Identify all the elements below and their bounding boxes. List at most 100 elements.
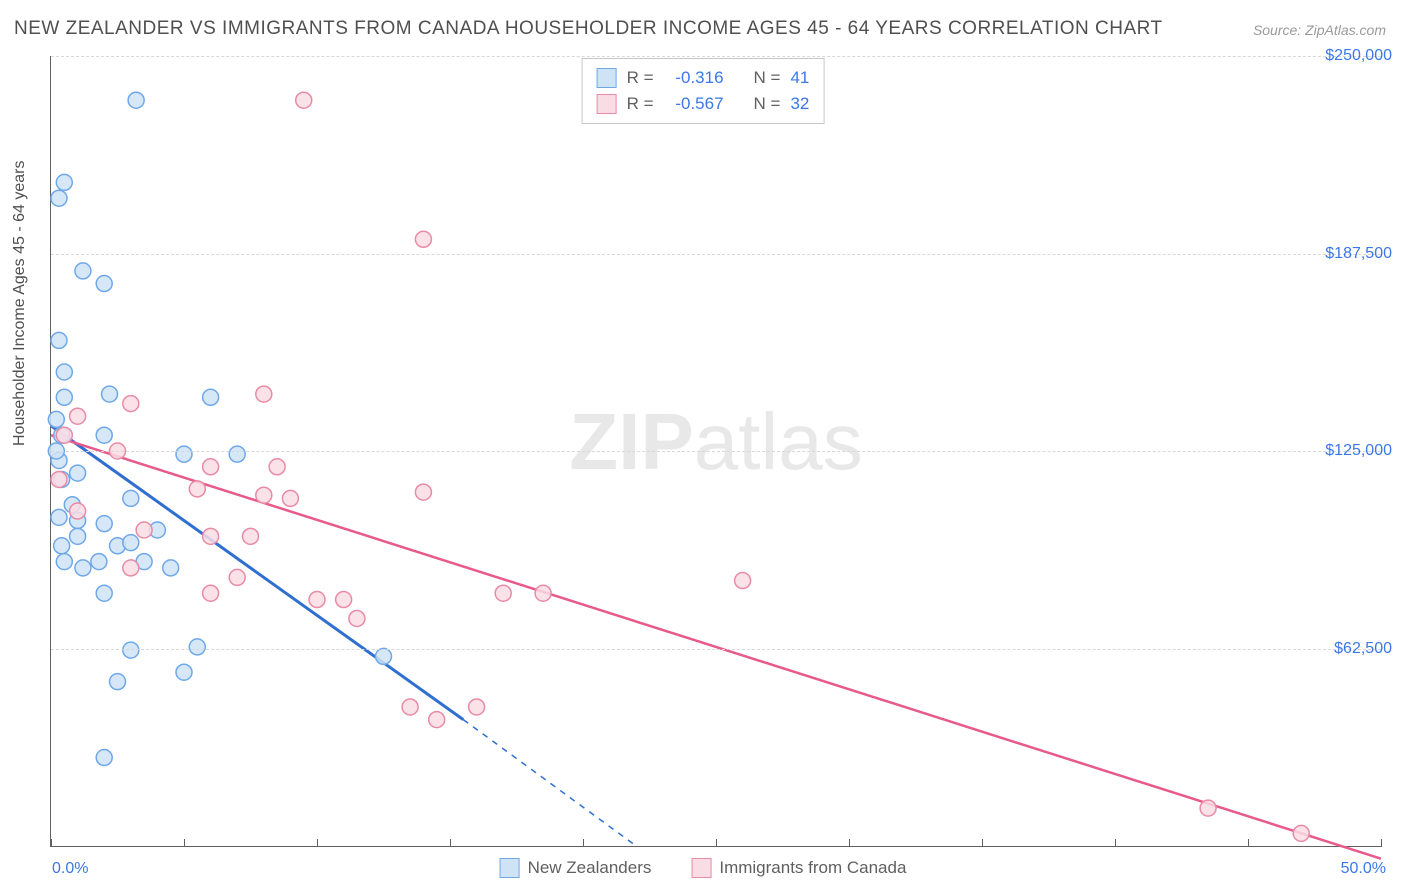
data-point-nz bbox=[102, 386, 118, 402]
data-point-nz bbox=[163, 560, 179, 576]
series-legend: New Zealanders Immigrants from Canada bbox=[500, 858, 907, 878]
data-point-nz bbox=[56, 174, 72, 190]
x-tick bbox=[1115, 839, 1116, 847]
data-point-nz bbox=[51, 332, 67, 348]
y-tick-label: $125,000 bbox=[1325, 442, 1392, 460]
data-point-nz bbox=[75, 560, 91, 576]
legend-item-nz: New Zealanders bbox=[500, 858, 652, 878]
data-point-nz bbox=[96, 750, 112, 766]
x-tick bbox=[716, 839, 717, 847]
data-point-ca bbox=[415, 231, 431, 247]
x-tick bbox=[184, 839, 185, 847]
legend-label: New Zealanders bbox=[528, 858, 652, 878]
swatch-ca bbox=[597, 94, 617, 114]
stat-r-label: R = bbox=[627, 65, 654, 91]
regression-line-ca bbox=[51, 435, 1381, 858]
data-point-ca bbox=[1293, 825, 1309, 841]
data-point-nz bbox=[51, 190, 67, 206]
data-point-nz bbox=[110, 674, 126, 690]
stat-r-value: -0.567 bbox=[664, 91, 724, 117]
gridline bbox=[51, 451, 1381, 452]
chart-title: NEW ZEALANDER VS IMMIGRANTS FROM CANADA … bbox=[14, 18, 1163, 40]
data-point-nz bbox=[376, 648, 392, 664]
source-label: Source: ZipAtlas.com bbox=[1253, 22, 1386, 38]
stat-r-label: R = bbox=[627, 91, 654, 117]
gridline bbox=[51, 649, 1381, 650]
data-point-nz bbox=[123, 642, 139, 658]
data-point-nz bbox=[123, 490, 139, 506]
data-point-ca bbox=[229, 569, 245, 585]
data-point-ca bbox=[402, 699, 418, 715]
stats-row-ca: R = -0.567 N = 32 bbox=[597, 91, 810, 117]
y-tick-label: $62,500 bbox=[1334, 640, 1392, 658]
legend-label: Immigrants from Canada bbox=[719, 858, 906, 878]
data-point-ca bbox=[203, 459, 219, 475]
data-point-ca bbox=[495, 585, 511, 601]
data-point-ca bbox=[469, 699, 485, 715]
swatch-ca bbox=[691, 858, 711, 878]
stat-n-value: 32 bbox=[790, 91, 809, 117]
data-point-ca bbox=[429, 712, 445, 728]
data-point-ca bbox=[415, 484, 431, 500]
data-point-ca bbox=[296, 92, 312, 108]
data-point-nz bbox=[96, 516, 112, 532]
data-point-nz bbox=[54, 538, 70, 554]
legend-item-ca: Immigrants from Canada bbox=[691, 858, 906, 878]
data-point-nz bbox=[203, 389, 219, 405]
stats-legend: R =-0.316N =41R =-0.567N =32 bbox=[582, 58, 825, 124]
data-point-ca bbox=[123, 396, 139, 412]
data-point-nz bbox=[56, 554, 72, 570]
stat-n-value: 41 bbox=[790, 65, 809, 91]
swatch-nz bbox=[597, 68, 617, 88]
data-point-nz bbox=[128, 92, 144, 108]
x-tick bbox=[583, 839, 584, 847]
data-point-ca bbox=[243, 528, 259, 544]
data-point-nz bbox=[176, 446, 192, 462]
stats-row-nz: R =-0.316N =41 bbox=[597, 65, 810, 91]
data-point-nz bbox=[51, 509, 67, 525]
gridline bbox=[51, 56, 1381, 57]
y-axis-label: Householder Income Ages 45 - 64 years bbox=[11, 161, 29, 447]
data-point-ca bbox=[70, 503, 86, 519]
data-point-nz bbox=[70, 528, 86, 544]
data-point-nz bbox=[189, 639, 205, 655]
data-point-ca bbox=[256, 386, 272, 402]
data-point-ca bbox=[282, 490, 298, 506]
data-point-ca bbox=[1200, 800, 1216, 816]
x-tick bbox=[317, 839, 318, 847]
swatch-nz bbox=[500, 858, 520, 878]
data-point-ca bbox=[336, 592, 352, 608]
x-axis-min-label: 0.0% bbox=[52, 860, 88, 878]
data-point-ca bbox=[203, 528, 219, 544]
plot-area: ZIPatlas bbox=[50, 56, 1381, 847]
data-point-nz bbox=[229, 446, 245, 462]
data-point-nz bbox=[70, 465, 86, 481]
y-tick-label: $250,000 bbox=[1325, 47, 1392, 65]
data-point-nz bbox=[75, 263, 91, 279]
x-tick bbox=[51, 839, 52, 847]
x-axis-max-label: 50.0% bbox=[1341, 860, 1386, 878]
x-tick bbox=[1381, 839, 1382, 847]
stat-n-label: N = bbox=[754, 91, 781, 117]
data-point-ca bbox=[203, 585, 219, 601]
data-point-nz bbox=[96, 585, 112, 601]
data-point-nz bbox=[91, 554, 107, 570]
data-point-ca bbox=[56, 427, 72, 443]
data-point-nz bbox=[96, 276, 112, 292]
data-point-nz bbox=[96, 427, 112, 443]
data-point-nz bbox=[48, 411, 64, 427]
data-point-ca bbox=[51, 471, 67, 487]
data-point-nz bbox=[123, 535, 139, 551]
data-point-nz bbox=[56, 364, 72, 380]
data-point-ca bbox=[136, 522, 152, 538]
y-tick-label: $187,500 bbox=[1325, 245, 1392, 263]
data-point-ca bbox=[256, 487, 272, 503]
data-point-ca bbox=[123, 560, 139, 576]
stat-n-label: N = bbox=[754, 65, 781, 91]
x-tick bbox=[849, 839, 850, 847]
data-point-ca bbox=[269, 459, 285, 475]
data-point-nz bbox=[176, 664, 192, 680]
x-tick bbox=[1248, 839, 1249, 847]
data-point-ca bbox=[535, 585, 551, 601]
x-tick bbox=[982, 839, 983, 847]
